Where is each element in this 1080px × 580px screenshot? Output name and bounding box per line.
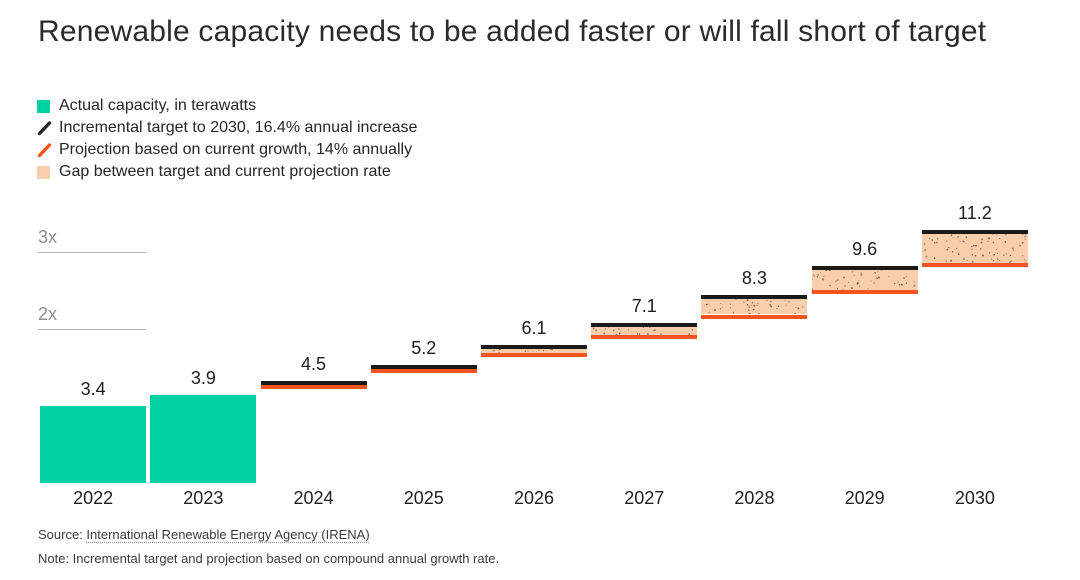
legend-item: Projection based on current growth, 14% … [37,139,417,161]
x-axis-label-2027: 2027 [624,488,665,508]
projection-line [921,262,1028,267]
value-label: 8.3 [741,268,767,289]
gap-speckle-texture [706,299,804,315]
x-axis-label-2023: 2023 [183,488,224,508]
value-label: 4.5 [301,354,327,375]
gridline-2x [38,329,146,331]
value-label: 7.1 [631,295,657,316]
peach-swatch-icon [37,164,53,180]
gridline-3x [38,252,146,254]
target-line [370,365,477,370]
projection-line [811,289,918,294]
projection-line [701,314,808,319]
value-label: 11.2 [958,202,992,223]
note-line: Note: Incremental target and projection … [38,551,500,566]
chart-legend: Actual capacity, in terawatts Incremental… [37,95,417,183]
value-label: 9.6 [852,239,878,260]
actual-capacity-bar [150,394,257,483]
target-line [811,266,918,271]
legend-item-label: Actual capacity, in terawatts [59,97,257,114]
orange-slash-icon [37,142,53,158]
legend-item-label: Projection based on current growth, 14% … [59,141,413,158]
legend-item: Gap between target and current projectio… [37,161,417,183]
legend-item: Actual capacity, in terawatts [37,95,417,117]
gap-fill [811,270,918,290]
gap-speckle-texture [811,270,916,290]
gap-speckle-texture [592,326,694,335]
projection-line [260,385,367,390]
projection-line [370,369,477,374]
source-line: Source: International Renewable Energy A… [38,527,499,542]
gap-fill [591,326,698,335]
plot-area: 2x 3x 2022 3.4 2023 3.9 2024 4.5 2025 5.2 2026 6.1 2… [38,190,1030,525]
grid-label-3x: 3x [38,227,58,248]
chart-footer: Source: International Renewable Energy A… [38,527,499,566]
x-axis-label-2022: 2022 [73,488,114,508]
target-line [481,345,587,350]
target-line [701,295,808,300]
source-prefix: Source: [38,527,87,542]
legend-item-label: Incremental target to 2030, 16.4% annual… [59,119,418,136]
legend-item-label: Gap between target and current projectio… [59,163,391,180]
grid-label-2x: 2x [38,304,58,325]
x-axis-label-2026: 2026 [513,488,554,508]
gap-speckle-texture [492,349,553,353]
chart-title: Renewable capacity needs to be added fas… [38,15,987,48]
value-label: 6.1 [521,318,547,339]
actual-capacity-bar [40,406,147,483]
x-axis-label-2024: 2024 [293,488,334,508]
gap-fill [481,349,587,353]
x-axis-label-2025: 2025 [403,488,444,508]
projection-line [481,352,587,357]
black-slash-icon [37,120,53,136]
value-label: 3.4 [80,379,106,400]
value-label: 3.9 [190,367,216,388]
gap-speckle-texture [923,233,1027,263]
target-line [591,322,698,327]
gap-fill [921,233,1028,263]
green-swatch-icon [37,98,53,114]
source-link[interactable]: International Renewable Energy Agency (I… [86,527,370,542]
target-line [921,229,1028,234]
gap-fill [701,299,808,315]
x-axis-label-2029: 2029 [844,488,885,508]
legend-item: Incremental target to 2030, 16.4% annual… [37,117,417,139]
value-label: 5.2 [411,338,437,359]
target-line [260,381,367,386]
x-axis-label-2030: 2030 [954,488,995,508]
projection-line [591,334,698,339]
x-axis-label-2028: 2028 [734,488,775,508]
